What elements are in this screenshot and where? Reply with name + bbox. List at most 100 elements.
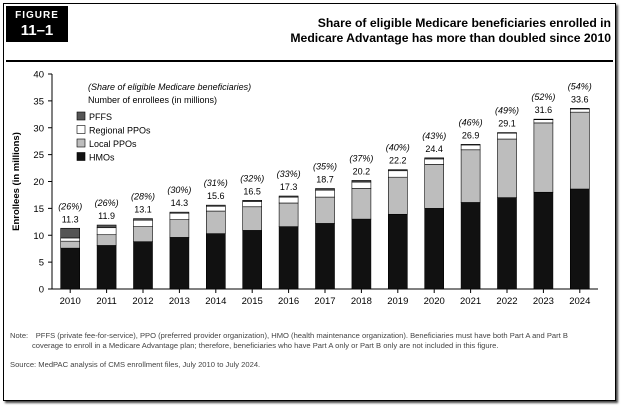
bar-segment-pffs [169, 211, 190, 214]
legend-swatch [76, 111, 86, 121]
bar-segment-hmos [497, 197, 517, 290]
x-tick-label: 2020 [424, 296, 445, 307]
x-tick-label: 2022 [496, 296, 517, 307]
bar-segment-pffs [497, 132, 517, 134]
bar-segment-pffs [133, 218, 153, 221]
legend-label: Local PPOs [89, 139, 137, 149]
bar-segment-pffs [351, 180, 372, 183]
share-label: (28%) [131, 192, 155, 202]
bar-segment-local-ppos [60, 240, 81, 249]
x-tick-label: 2013 [169, 296, 190, 307]
bar-segment-regional-ppos [206, 205, 226, 212]
figure-label-text: FIGURE [15, 10, 59, 21]
x-tick-label: 2015 [242, 296, 263, 307]
bar-segment-regional-ppos [569, 108, 590, 113]
bar-segment-regional-ppos [424, 158, 445, 165]
bar-segment-regional-ppos [315, 189, 335, 198]
bar-segment-regional-ppos [278, 196, 299, 204]
figure-number: 11–1 [20, 22, 54, 39]
y-tick-label: 35 [33, 96, 44, 107]
share-label: (43%) [422, 131, 446, 141]
total-label: 24.4 [425, 144, 443, 154]
bar-segment-hmos [315, 223, 335, 290]
stacked-bar-chart: Enrollees (in millions) 0 5 10 15 20 25 30 35 40 1… [11, 70, 598, 307]
total-label: 26.9 [462, 130, 480, 140]
bar-segment-pffs [424, 157, 445, 160]
share-label: (31%) [204, 178, 228, 188]
bar-segment-pffs [533, 118, 554, 120]
bar-segment-regional-ppos [460, 144, 481, 151]
x-tick-label: 2023 [533, 296, 554, 307]
x-tick-label: 2014 [205, 296, 226, 307]
bar-segment-local-ppos [387, 176, 408, 215]
x-tick-label: 2018 [351, 296, 372, 307]
share-label: (54%) [568, 81, 592, 91]
bar-segment-local-ppos [424, 164, 445, 209]
bar-segment-hmos [533, 191, 554, 290]
bar-segment-hmos [460, 202, 481, 290]
legend-swatch [76, 138, 86, 148]
legend-swatch [76, 152, 86, 161]
title-rule [6, 60, 613, 62]
chart-title-line2: Medicare Advantage has more than doubled… [290, 31, 611, 45]
x-tick-label: 2024 [569, 296, 590, 307]
bar-segment-hmos [133, 241, 153, 290]
bar-segment-local-ppos [497, 138, 517, 198]
x-tick-label: 2010 [60, 296, 81, 307]
bar-segment-local-ppos [460, 149, 481, 203]
bar-segment-pffs [96, 224, 117, 229]
bar-segment-hmos [278, 226, 299, 290]
x-tick-label: 2021 [460, 296, 481, 307]
bar-segment-local-ppos [96, 234, 117, 246]
bar-segment-pffs [569, 108, 590, 110]
total-label: 15.6 [207, 191, 225, 201]
share-label: (30%) [167, 185, 191, 195]
x-tick-label: 2017 [314, 296, 335, 307]
x-tick-label: 2011 [96, 296, 116, 307]
share-label: (26%) [95, 198, 119, 208]
y-tick-label: 40 [33, 70, 44, 81]
legend-label: PFFS [89, 112, 112, 122]
note-text: Note: PFFS (private fee-for-service), PP… [10, 331, 568, 350]
bar-segment-pffs [387, 169, 408, 172]
bar-segment-regional-ppos [351, 181, 372, 189]
x-tick-label: 2012 [132, 296, 153, 307]
legend-enrollees-note: Number of enrollees (in millions) [88, 95, 217, 105]
total-label: 33.6 [571, 94, 589, 104]
y-tick-label: 5 [39, 258, 44, 269]
share-label: (32%) [240, 173, 264, 183]
total-label: 20.2 [353, 166, 371, 176]
share-label: (49%) [495, 106, 519, 116]
bar-segment-pffs [460, 144, 481, 146]
legend-label: Regional PPOs [89, 126, 151, 136]
share-label: (26%) [58, 201, 82, 211]
bar-segment-hmos [96, 245, 117, 290]
bar-segment-local-ppos [169, 219, 190, 238]
bar-segment-hmos [206, 233, 226, 290]
total-label: 14.3 [171, 198, 189, 208]
total-label: 13.1 [134, 205, 152, 215]
bar-segment-local-ppos [569, 111, 590, 190]
y-tick-label: 15 [33, 204, 44, 215]
bar-segment-regional-ppos [242, 201, 262, 208]
legend-label: HMOs [89, 153, 115, 163]
total-label: 18.7 [316, 174, 334, 184]
total-label: 16.5 [243, 186, 261, 196]
bar-segment-hmos [351, 218, 372, 290]
y-tick-label: 10 [33, 231, 44, 242]
total-label: 11.9 [98, 211, 115, 221]
bar-segment-pffs [278, 195, 299, 198]
share-label: (37%) [349, 153, 373, 163]
bar-segment-hmos [242, 230, 262, 290]
bar-segment-hmos [387, 213, 408, 290]
bar-segment-regional-ppos [533, 119, 554, 124]
bar-segment-hmos [424, 208, 445, 290]
bar-segment-hmos [60, 247, 81, 290]
bar-segment-pffs [60, 227, 81, 239]
chart-title: Share of eligible Medicare beneficiaries… [251, 16, 611, 46]
bar-segment-hmos [169, 237, 190, 290]
legend-swatch [76, 125, 86, 134]
share-label: (46%) [459, 117, 483, 127]
bar-segment-regional-ppos [497, 132, 517, 140]
share-label: (35%) [313, 161, 337, 171]
